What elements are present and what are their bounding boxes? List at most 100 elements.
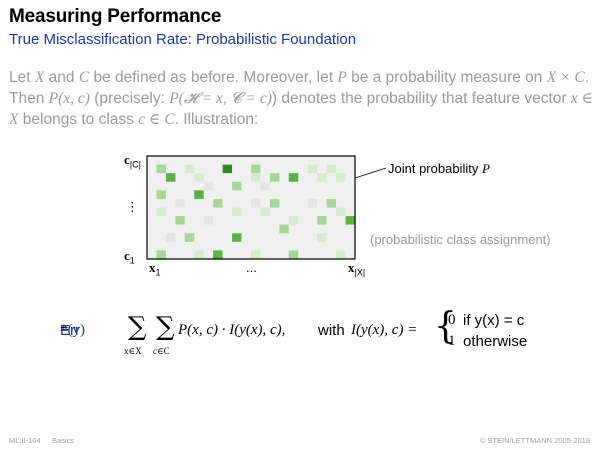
footer-course: ML:II-104 — [9, 436, 41, 445]
probability-cell — [203, 173, 214, 182]
probability-cell — [147, 198, 157, 208]
probability-cell — [251, 224, 261, 234]
probability-cell — [251, 241, 261, 251]
probability-cell — [232, 173, 242, 182]
probability-cell — [288, 190, 299, 200]
probability-cell — [203, 190, 214, 200]
probability-cell — [336, 190, 346, 200]
probability-cell — [203, 224, 214, 234]
x-label-left: x1 — [149, 260, 161, 278]
probability-cell — [194, 216, 204, 225]
footer-copyright: © STEIN/LETTMANN 2005-2018 — [479, 436, 590, 445]
probability-cell — [203, 156, 214, 165]
probability-cell — [269, 198, 280, 208]
probability-cell — [213, 224, 223, 234]
probability-cell — [213, 190, 223, 200]
probability-cell — [203, 207, 214, 217]
probability-cell — [317, 164, 327, 174]
probability-cell — [203, 216, 214, 225]
probability-cell — [213, 233, 223, 243]
sum-symbol-x: ∑ — [128, 312, 147, 342]
probability-cell — [345, 224, 356, 234]
probability-cell — [184, 198, 195, 208]
probability-cell — [269, 224, 280, 234]
probabilistic-class-assignment-note: (probabilistic class assignment) — [370, 232, 551, 247]
probability-cell — [203, 241, 214, 251]
probability-cell — [326, 156, 337, 165]
probability-cell — [213, 156, 223, 165]
probability-cell — [147, 181, 157, 191]
probability-cell — [260, 216, 271, 225]
probability-cell — [345, 250, 356, 260]
probability-cell — [147, 216, 157, 225]
probability-cell — [279, 190, 290, 200]
footer-section: Basics — [52, 436, 75, 445]
probability-cell — [194, 181, 204, 191]
probability-cell — [317, 250, 327, 260]
case-1-condition: if y(x) = c — [463, 312, 525, 329]
probability-cell — [165, 156, 176, 165]
probability-cell — [298, 164, 308, 174]
probability-cell — [336, 181, 346, 191]
probability-cell — [165, 250, 176, 260]
probability-cell — [165, 241, 176, 251]
probability-cell — [288, 181, 299, 191]
probability-cell — [184, 241, 195, 251]
probability-cell — [175, 156, 186, 165]
probability-cell — [241, 164, 252, 174]
probability-cell — [194, 250, 204, 260]
probability-cell — [175, 198, 186, 208]
probability-cell — [184, 173, 195, 182]
probability-cell — [336, 216, 346, 225]
probability-cell — [336, 164, 346, 174]
probability-cell — [156, 164, 167, 174]
probability-cell — [307, 250, 318, 260]
probability-cell — [232, 250, 242, 260]
probability-cell — [165, 190, 176, 200]
probability-cell — [317, 207, 327, 217]
probability-cell — [307, 190, 318, 200]
probability-cell — [213, 216, 223, 225]
probability-cell — [175, 224, 186, 234]
probability-cell — [232, 190, 242, 200]
probability-cell — [251, 198, 261, 208]
probability-cell — [269, 181, 280, 191]
probability-cell — [184, 181, 195, 191]
probability-cell — [203, 164, 214, 174]
probability-cell — [317, 241, 327, 251]
probability-cell — [288, 224, 299, 234]
joint-probability-pointer — [354, 167, 387, 179]
probability-cell — [298, 216, 308, 225]
probability-cell — [184, 224, 195, 234]
probability-cell — [147, 190, 157, 200]
probability-cell — [326, 241, 337, 251]
probability-cell — [269, 173, 280, 182]
probability-cell — [345, 233, 356, 243]
probability-cell — [307, 241, 318, 251]
probability-cell — [317, 181, 327, 191]
probability-cell — [326, 207, 337, 217]
probability-cell — [269, 207, 280, 217]
probability-cell — [165, 207, 176, 217]
probability-cell — [184, 216, 195, 225]
probability-matrix-cells — [147, 156, 356, 260]
probability-cell — [147, 156, 157, 165]
probability-cell — [147, 250, 157, 260]
probability-cell — [298, 198, 308, 208]
probability-cell — [147, 224, 157, 234]
probability-cell — [222, 198, 233, 208]
probability-cell — [288, 164, 299, 174]
probability-cell — [260, 224, 271, 234]
probability-cell — [156, 156, 167, 165]
probability-cell — [251, 190, 261, 200]
probability-cell — [336, 224, 346, 234]
probability-cell — [222, 207, 233, 217]
probability-cell — [260, 198, 271, 208]
probability-cell — [336, 241, 346, 251]
probability-cell — [232, 224, 242, 234]
probability-cell — [194, 164, 204, 174]
sum-body: P(x, c) · I(y(x), c), — [178, 322, 286, 338]
probability-cell — [147, 241, 157, 251]
probability-cell — [165, 224, 176, 234]
